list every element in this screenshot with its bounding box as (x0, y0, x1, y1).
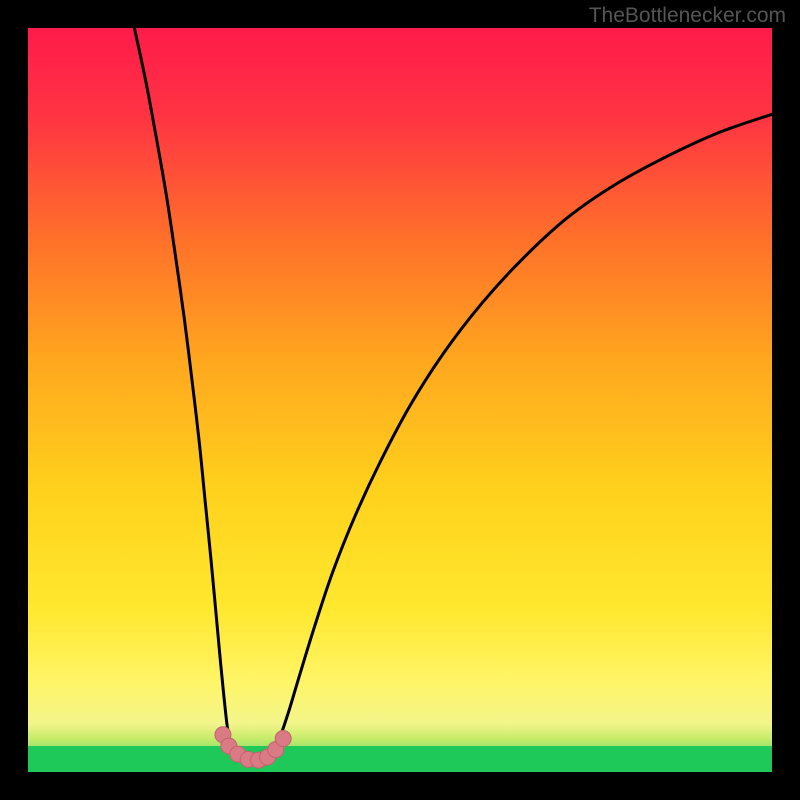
plot-area (28, 28, 772, 772)
chart-frame: TheBottlenecker.com (0, 0, 800, 800)
green-strip (28, 746, 772, 772)
watermark-text: TheBottlenecker.com (589, 4, 786, 28)
